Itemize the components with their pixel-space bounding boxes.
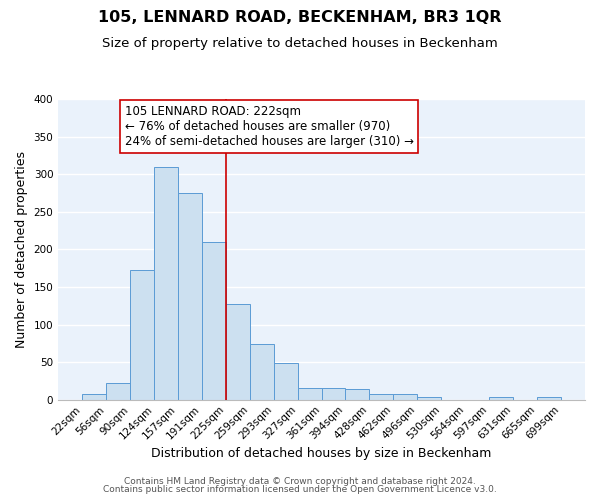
Bar xyxy=(82,394,106,400)
Bar xyxy=(226,304,250,400)
Text: Contains public sector information licensed under the Open Government Licence v3: Contains public sector information licen… xyxy=(103,485,497,494)
Bar xyxy=(106,383,130,400)
Bar xyxy=(178,193,202,400)
Bar xyxy=(298,388,322,400)
Bar xyxy=(130,270,154,400)
Bar xyxy=(418,398,442,400)
Bar xyxy=(489,398,513,400)
Bar xyxy=(394,394,418,400)
Bar xyxy=(154,166,178,400)
Text: Size of property relative to detached houses in Beckenham: Size of property relative to detached ho… xyxy=(102,38,498,51)
Text: 105, LENNARD ROAD, BECKENHAM, BR3 1QR: 105, LENNARD ROAD, BECKENHAM, BR3 1QR xyxy=(98,10,502,25)
Bar xyxy=(345,389,370,400)
Bar xyxy=(274,363,298,400)
Bar xyxy=(370,394,394,400)
Text: 105 LENNARD ROAD: 222sqm
← 76% of detached houses are smaller (970)
24% of semi-: 105 LENNARD ROAD: 222sqm ← 76% of detach… xyxy=(125,105,413,148)
Text: Contains HM Land Registry data © Crown copyright and database right 2024.: Contains HM Land Registry data © Crown c… xyxy=(124,477,476,486)
Y-axis label: Number of detached properties: Number of detached properties xyxy=(15,151,28,348)
Bar xyxy=(250,344,274,400)
X-axis label: Distribution of detached houses by size in Beckenham: Distribution of detached houses by size … xyxy=(151,447,492,460)
Bar xyxy=(537,396,561,400)
Bar xyxy=(322,388,345,400)
Bar xyxy=(202,242,226,400)
